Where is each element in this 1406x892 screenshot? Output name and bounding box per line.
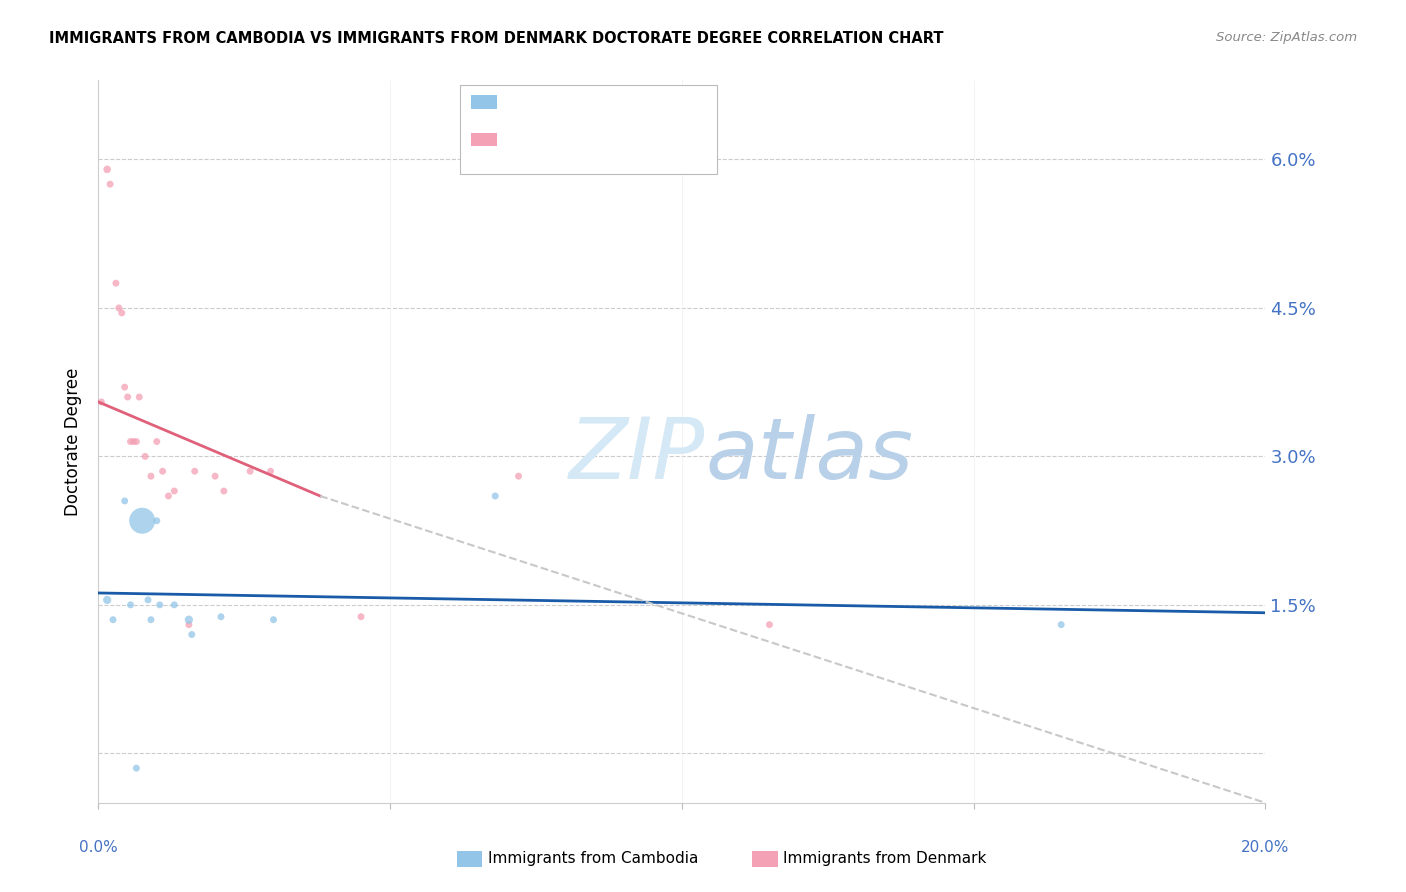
Point [134,450,156,464]
Point [204,469,226,483]
Point [108,301,131,315]
Text: R =: R = [505,94,538,108]
Point [157,489,180,503]
Point [484,489,506,503]
Point [146,514,169,528]
Point [508,469,530,483]
Point [146,434,169,449]
Point [120,434,142,449]
Point [163,483,186,498]
Point [120,598,142,612]
Text: -0.211: -0.211 [544,131,599,145]
Point [263,613,285,627]
Point [117,390,139,404]
Point [239,464,262,478]
Text: IMMIGRANTS FROM CAMBODIA VS IMMIGRANTS FROM DENMARK DOCTORATE DEGREE CORRELATION: IMMIGRANTS FROM CAMBODIA VS IMMIGRANTS F… [49,31,943,46]
Point [96,593,118,607]
Text: ZIP: ZIP [569,415,706,498]
Text: 0.0%: 0.0% [79,840,118,855]
Y-axis label: Doctorate Degree: Doctorate Degree [65,368,83,516]
Point [212,483,235,498]
Point [96,162,118,177]
Text: Immigrants from Cambodia: Immigrants from Cambodia [488,852,699,866]
Point [111,306,134,320]
Point [139,613,162,627]
Point [114,494,136,508]
Point [152,464,174,478]
Point [259,464,281,478]
Point [209,609,232,624]
Point [125,761,148,775]
Point [98,178,121,192]
Point [90,395,112,409]
Text: -0.065: -0.065 [544,94,599,108]
Text: R =: R = [505,131,543,145]
Point [104,276,127,290]
Point [131,514,153,528]
Point [122,434,145,449]
Point [128,390,150,404]
Point [101,613,124,627]
Point [183,464,205,478]
Text: 17: 17 [654,94,675,108]
Text: 27: 27 [654,131,676,145]
Text: Source: ZipAtlas.com: Source: ZipAtlas.com [1216,31,1357,45]
Point [136,593,159,607]
Point [125,434,148,449]
Point [177,617,200,632]
Point [177,613,200,627]
Point [114,380,136,394]
Text: N =: N = [612,131,645,145]
Text: atlas: atlas [706,415,914,498]
Point [163,598,186,612]
Point [1050,617,1073,632]
Point [139,469,162,483]
Point [350,609,373,624]
Point [758,617,780,632]
Point [180,627,202,641]
Point [149,598,172,612]
Text: 20.0%: 20.0% [1241,840,1289,855]
Text: N =: N = [612,94,645,108]
Text: Immigrants from Denmark: Immigrants from Denmark [783,852,987,866]
